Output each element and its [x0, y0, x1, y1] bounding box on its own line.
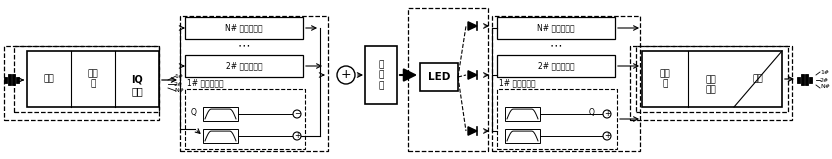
Text: 1#: 1# — [174, 73, 183, 79]
Text: N# 匹配滤波器: N# 匹配滤波器 — [537, 24, 575, 32]
Text: +: + — [604, 131, 610, 140]
Bar — [497, 89, 617, 149]
Circle shape — [293, 110, 301, 118]
Polygon shape — [468, 22, 477, 30]
Text: 2# 整型滤波器: 2# 整型滤波器 — [225, 62, 262, 70]
Text: +: + — [294, 131, 300, 140]
Text: Q: Q — [589, 108, 595, 118]
Circle shape — [603, 132, 611, 140]
Bar — [27, 51, 159, 107]
Bar — [365, 46, 397, 104]
Bar — [8, 74, 11, 85]
Text: 信道
均衡: 信道 均衡 — [706, 75, 716, 95]
Text: 编码: 编码 — [43, 75, 54, 83]
Text: Q: Q — [191, 108, 197, 118]
Polygon shape — [468, 71, 477, 79]
Bar — [642, 51, 782, 107]
Bar — [203, 107, 238, 121]
Text: 2#: 2# — [174, 82, 183, 86]
Bar — [185, 17, 303, 39]
Text: 1#: 1# — [820, 69, 830, 75]
Text: IQ
分离: IQ 分离 — [131, 74, 143, 96]
Circle shape — [293, 132, 301, 140]
Text: 1# 整型滤波器: 1# 整型滤波器 — [187, 79, 224, 87]
Text: N#: N# — [174, 89, 184, 93]
Bar — [797, 77, 800, 83]
Bar — [12, 74, 15, 85]
Text: +: + — [340, 69, 351, 82]
Text: +: + — [604, 109, 610, 118]
Text: ⋯: ⋯ — [238, 39, 250, 52]
Polygon shape — [468, 127, 477, 135]
Bar — [809, 77, 812, 83]
Circle shape — [603, 110, 611, 118]
Bar — [497, 55, 615, 77]
Text: ⋯: ⋯ — [550, 39, 562, 52]
Bar — [420, 63, 458, 91]
Bar — [492, 16, 640, 151]
Text: 预
均
衡: 预 均 衡 — [379, 60, 384, 90]
Bar — [185, 89, 305, 149]
Text: N# 整型滤波器: N# 整型滤波器 — [225, 24, 263, 32]
Bar — [505, 107, 540, 121]
Text: LED: LED — [428, 72, 450, 82]
Bar — [203, 129, 238, 143]
Text: N#: N# — [820, 84, 830, 90]
Circle shape — [337, 66, 355, 84]
Bar — [185, 55, 303, 77]
Text: 2#: 2# — [820, 77, 830, 83]
Text: 1# 匹配滤波器: 1# 匹配滤波器 — [499, 79, 536, 87]
Text: 上采
样: 上采 样 — [87, 69, 98, 89]
Bar — [180, 16, 328, 151]
Bar — [630, 46, 792, 120]
Text: 解码: 解码 — [753, 75, 764, 83]
Text: 下采
样: 下采 样 — [660, 69, 671, 89]
Bar — [636, 46, 788, 112]
Bar — [4, 46, 159, 120]
Bar — [14, 46, 159, 112]
Text: −: − — [294, 109, 300, 118]
Bar — [16, 77, 19, 83]
Bar — [505, 129, 540, 143]
Bar — [4, 77, 7, 83]
Bar — [805, 74, 808, 85]
Bar — [408, 8, 488, 151]
Bar — [801, 74, 804, 85]
Text: 2# 匹配滤波器: 2# 匹配滤波器 — [537, 62, 574, 70]
Bar — [497, 17, 615, 39]
